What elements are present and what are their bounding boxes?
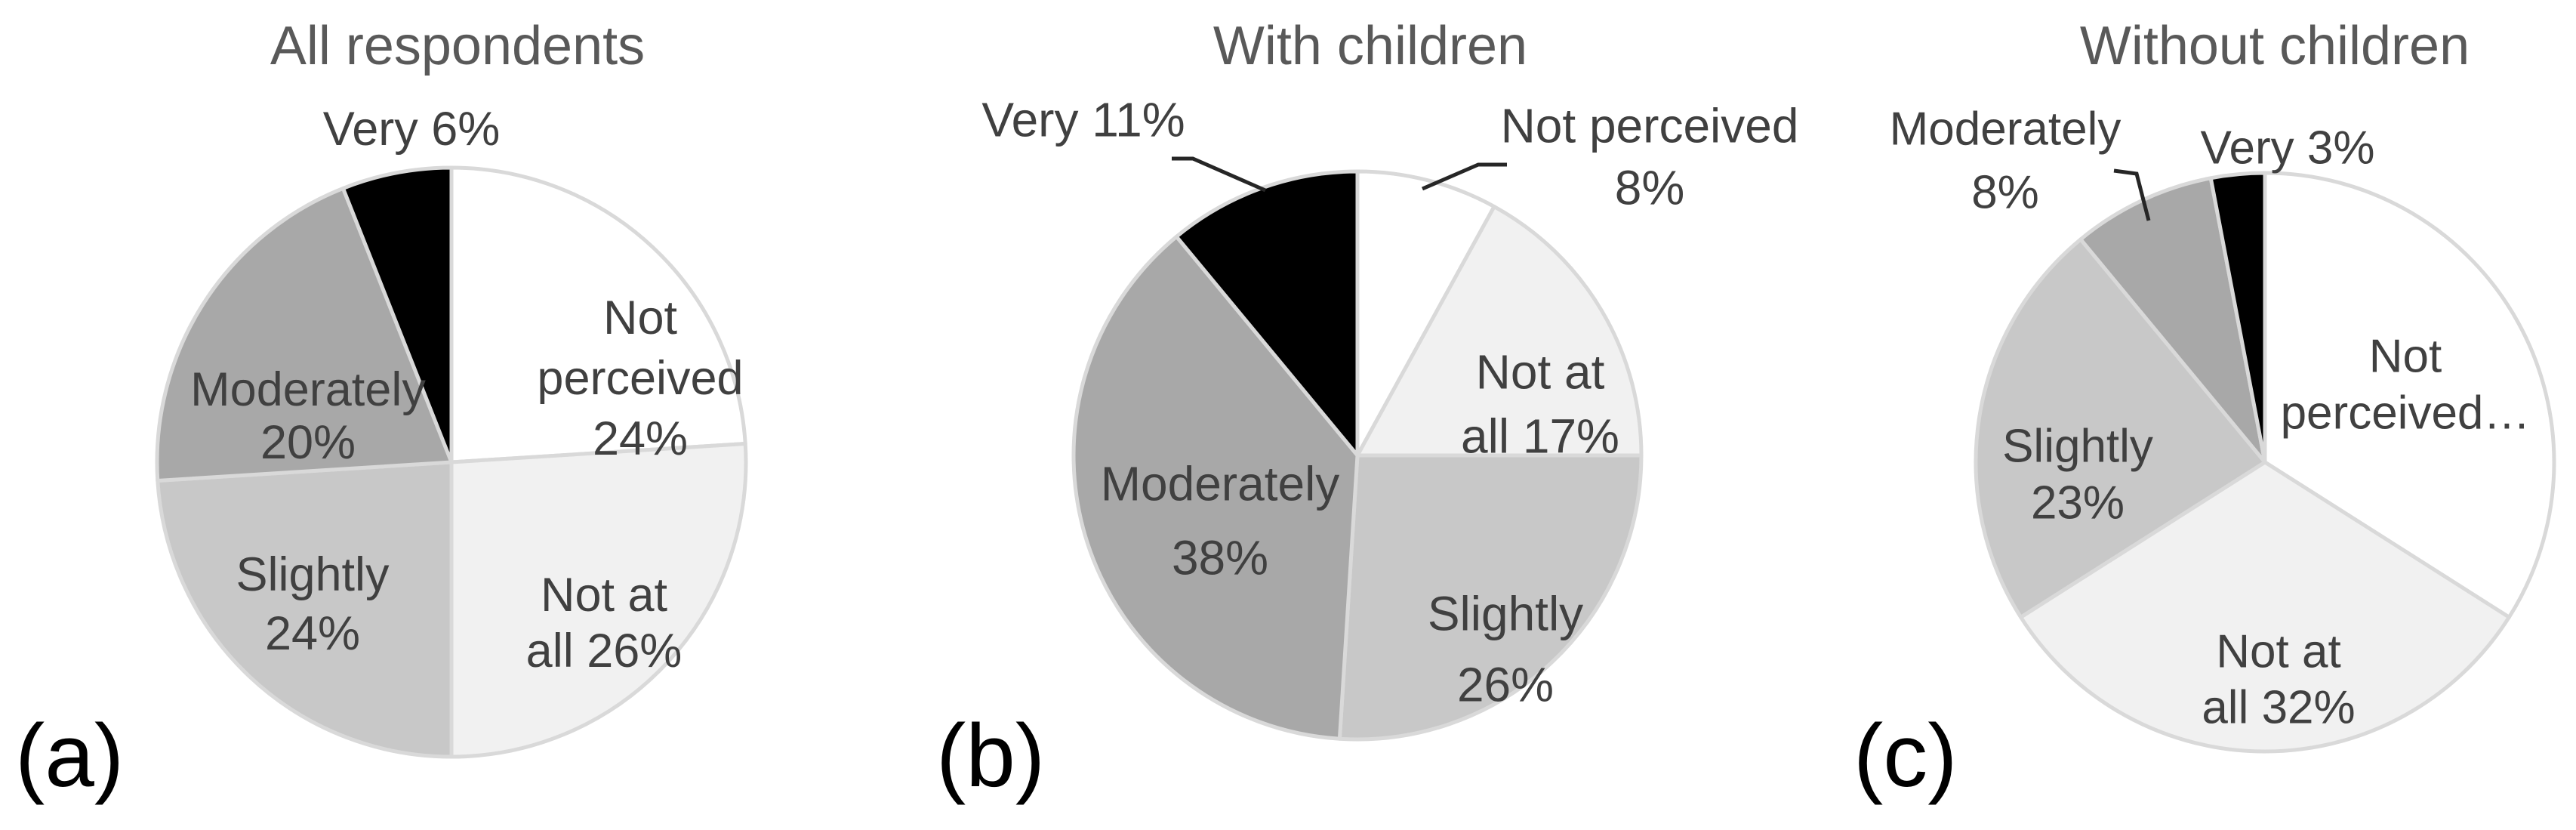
slice-label-b-not-perceived: Not perceived 8% xyxy=(1501,98,1799,214)
slice-label-c-slightly: Slightly 23% xyxy=(2002,421,2153,529)
slice-label-b-not-at-all: Not at all 17% xyxy=(1461,344,1619,463)
pie-slice-b-not-perceived xyxy=(1355,169,1496,458)
slice-label-c-not-at-all: Not at all 32% xyxy=(2202,626,2355,734)
pie-slice-b-not-at-all xyxy=(1355,205,1644,458)
panel-letter-c: (c) xyxy=(1853,706,1958,806)
chart-title-b: With children xyxy=(1213,16,1528,76)
pie-slice-c-slightly xyxy=(1974,237,2267,619)
pie-slice-a-not-at-all xyxy=(449,442,748,759)
pie-slice-c-not-at-all xyxy=(2019,460,2511,754)
pie-slice-b-slightly xyxy=(1337,453,1644,742)
chart-title-a: All respondents xyxy=(270,16,646,76)
pie-slice-a-not-perceived xyxy=(449,165,747,464)
slice-label-a-not-at-all: Not at all 26% xyxy=(526,569,683,677)
pie-slice-a-moderately xyxy=(155,186,454,483)
leader-line-c-moderately xyxy=(2113,168,2151,221)
slice-label-a-not-perceived: Not perceived 24% xyxy=(537,292,743,465)
pie-slice-c-very xyxy=(2208,171,2267,464)
pie-slice-b-moderately xyxy=(1071,234,1360,741)
slice-label-a-moderately: Moderately 20% xyxy=(190,363,426,469)
panel-letter-a: (a) xyxy=(15,706,125,806)
pie-b: Not perceived 8% Not at all 17% Slightly 26% M… xyxy=(981,92,1799,742)
slice-label-c-very: Very 3% xyxy=(2201,122,2375,174)
slice-label-b-very: Very 11% xyxy=(981,92,1185,147)
leader-line-b-not-perceived xyxy=(1422,162,1507,191)
slice-label-b-slightly: Slightly 26% xyxy=(1428,586,1583,711)
slice-label-b-moderately: Moderately 38% xyxy=(1101,456,1340,585)
slice-label-c-not-perceived: Not perceived… xyxy=(2281,331,2531,440)
chart-title-c: Without children xyxy=(2079,16,2470,76)
leader-line-b-very xyxy=(1172,156,1267,193)
pie-slice-a-very xyxy=(340,165,454,464)
slice-label-a-slightly: Slightly 24% xyxy=(236,548,390,660)
pie-slice-a-slightly xyxy=(156,460,454,759)
pie-a: Not perceived 24% Not at all 26% Slightly 24% M… xyxy=(155,103,748,759)
pie-c: Not perceived… Not at all 32% Slightly 23% Mod… xyxy=(1890,103,2556,754)
panel-letter-b: (b) xyxy=(936,706,1046,806)
slice-label-a-very: Very 6% xyxy=(323,103,501,156)
slice-label-c-moderately: Moderately 8% xyxy=(1890,103,2122,219)
